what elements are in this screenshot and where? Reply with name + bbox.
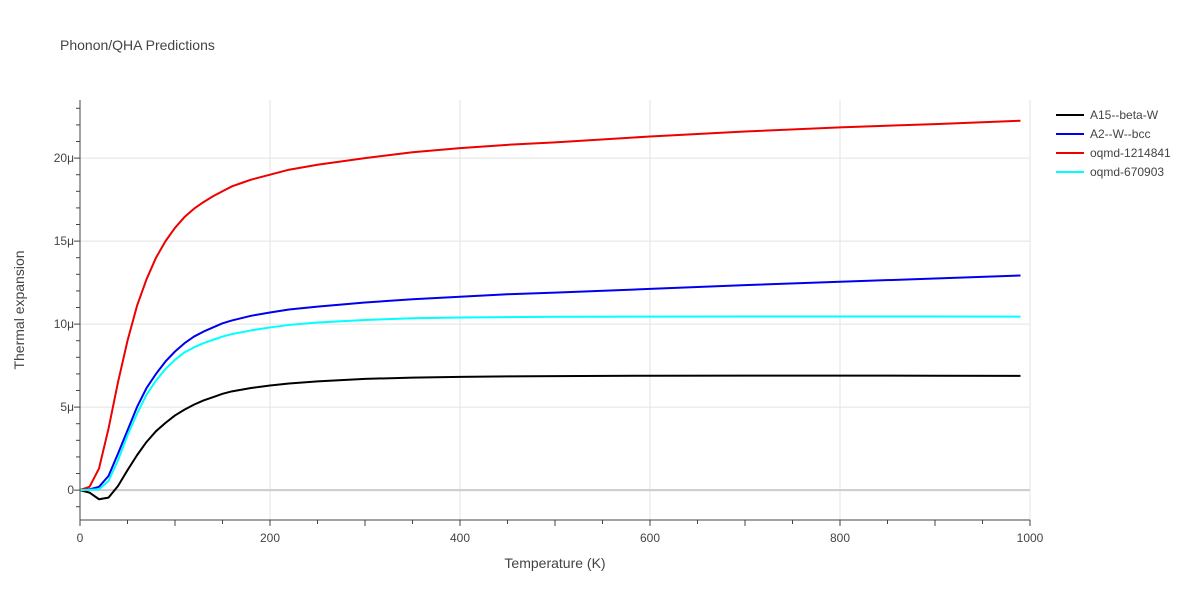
y-tick-label: 0 [67, 483, 74, 497]
x-tick-label: 600 [640, 531, 660, 545]
x-tick-label: 200 [260, 531, 280, 545]
y-tick-label: 20μ [54, 151, 74, 165]
legend-item-A2--W--bcc[interactable]: A2--W--bcc [1056, 127, 1150, 141]
legend-item-oqmd-670903[interactable]: oqmd-670903 [1056, 165, 1164, 179]
legend-label: oqmd-670903 [1090, 165, 1164, 179]
axis-layer: 0 200 400 600 800 1000 0 5μ 10μ 15μ 20μ [54, 100, 1044, 545]
x-axis-title: Temperature (K) [504, 555, 605, 571]
legend-label: oqmd-1214841 [1090, 146, 1171, 160]
series-line-oqmd-1214841[interactable] [79, 119, 1021, 492]
series-line-A15--beta-W[interactable] [79, 374, 1021, 501]
legend-item-A15--beta-W[interactable]: A15--beta-W [1056, 108, 1159, 122]
x-tick-label: 1000 [1017, 531, 1044, 545]
series-layer[interactable] [79, 119, 1021, 501]
legend-label: A2--W--bcc [1090, 127, 1150, 141]
series-line-oqmd-670903[interactable] [79, 315, 1021, 492]
x-tick-label: 800 [830, 531, 850, 545]
x-tick-label: 0 [77, 531, 84, 545]
y-tick-label: 10μ [54, 317, 74, 331]
y-tick-label: 5μ [60, 400, 74, 414]
x-tick-label: 400 [450, 531, 470, 545]
chart-title: Phonon/QHA Predictions [60, 37, 215, 53]
legend-item-oqmd-1214841[interactable]: oqmd-1214841 [1056, 146, 1171, 160]
legend-label: A15--beta-W [1090, 108, 1159, 122]
legend[interactable]: A15--beta-W A2--W--bcc oqmd-1214841 oqmd-67… [1056, 108, 1171, 179]
grid-layer [80, 100, 1031, 520]
y-tick-label: 15μ [54, 234, 74, 248]
y-axis-title: Thermal expansion [11, 250, 27, 369]
series-line-A2--W--bcc[interactable] [79, 274, 1021, 492]
